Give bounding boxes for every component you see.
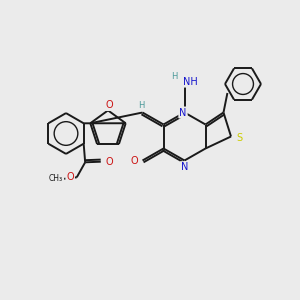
Text: O: O — [66, 172, 74, 182]
Text: NH: NH — [183, 76, 198, 87]
Text: O: O — [106, 100, 113, 110]
Text: O: O — [105, 157, 113, 167]
Text: H: H — [171, 72, 177, 81]
Text: S: S — [236, 133, 242, 143]
Text: N: N — [179, 107, 187, 118]
Text: CH₃: CH₃ — [49, 174, 63, 183]
Text: H: H — [138, 101, 144, 110]
Text: O: O — [130, 155, 138, 166]
Text: N: N — [181, 162, 188, 172]
